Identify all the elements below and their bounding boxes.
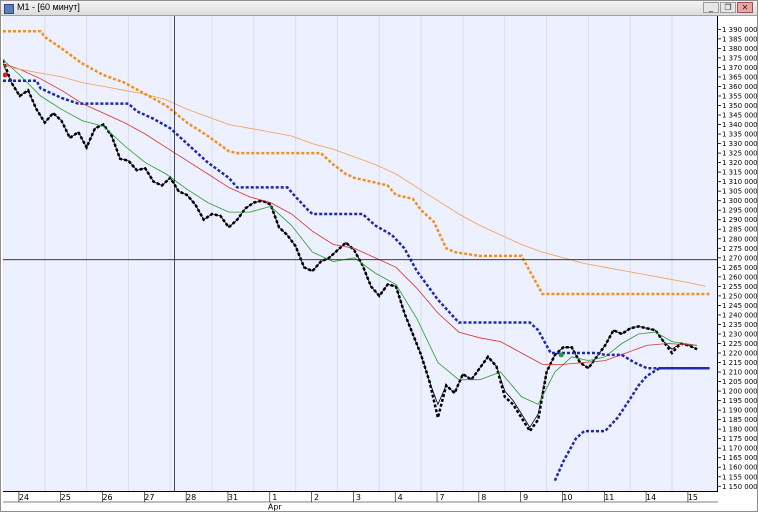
y-tick-label: 1 205 000	[722, 378, 757, 386]
x-tick-label: 7	[439, 493, 444, 502]
y-tick-label: 1 335 000	[722, 131, 757, 139]
close-button[interactable]: ✕	[737, 2, 753, 13]
x-tick-label: 31	[228, 493, 238, 502]
y-tick-label: 1 380 000	[722, 45, 757, 53]
y-tick-label: 1 230 000	[722, 330, 757, 338]
y-tick-label: 1 280 000	[722, 235, 757, 243]
x-month-label: Apr	[268, 503, 283, 512]
y-tick-label: 1 315 000	[722, 169, 757, 177]
y-tick-label: 1 160 000	[722, 464, 757, 472]
y-tick-label: 1 175 000	[722, 435, 757, 443]
y-tick-label: 1 375 000	[722, 54, 757, 62]
y-tick-label: 1 345 000	[722, 112, 757, 120]
y-tick-label: 1 235 000	[722, 321, 757, 329]
x-tick-label: 26	[102, 493, 112, 502]
series-line-5	[3, 29, 710, 296]
signal-marker-1	[558, 352, 564, 358]
x-tick-label: 24	[19, 493, 29, 502]
plot-area[interactable]	[3, 16, 718, 492]
window-title: M1 - [60 минут]	[17, 2, 80, 12]
chart-app-icon	[4, 4, 14, 14]
series-line-6	[3, 79, 710, 370]
y-tick-label: 1 390 000	[722, 26, 757, 34]
y-tick-label: 1 340 000	[722, 121, 757, 129]
y-tick-label: 1 330 000	[722, 140, 757, 148]
x-tick-label: 28	[186, 493, 196, 502]
y-tick-label: 1 300 000	[722, 197, 757, 205]
y-tick-label: 1 285 000	[722, 226, 757, 234]
restore-button[interactable]: ❐	[720, 2, 736, 13]
y-tick-label: 1 260 000	[722, 273, 757, 281]
y-tick-label: 1 215 000	[722, 359, 757, 367]
y-tick-label: 1 295 000	[722, 207, 757, 215]
y-tick-label: 1 310 000	[722, 178, 757, 186]
y-tick-label: 1 365 000	[722, 73, 757, 81]
x-tick-label: 1	[272, 493, 277, 502]
y-tick-label: 1 320 000	[722, 159, 757, 167]
y-tick-label: 1 185 000	[722, 416, 757, 424]
series-line-2	[3, 59, 698, 405]
x-tick-label: 9	[523, 493, 528, 502]
x-tick-label: 3	[356, 493, 361, 502]
signal-marker-0	[3, 72, 8, 78]
y-tick-label: 1 265 000	[722, 264, 757, 272]
x-axis-svg: 24 25 26 27 28 31 1 2 3 4 7 8 9 10 11 14 15 Apr	[3, 492, 718, 511]
y-tick-label: 1 350 000	[722, 102, 757, 110]
title-bar[interactable]: M1 - [60 минут] _ ❐ ✕	[1, 1, 757, 16]
plot-svg	[3, 16, 717, 491]
series-line-3	[3, 63, 698, 365]
y-tick-label: 1 305 000	[722, 188, 757, 196]
y-tick-label: 1 180 000	[722, 426, 757, 434]
y-tick-label: 1 385 000	[722, 35, 757, 43]
window-controls: _ ❐ ✕	[703, 2, 753, 13]
y-tick-label: 1 255 000	[722, 283, 757, 291]
y-tick-label: 1 190 000	[722, 407, 757, 415]
series-line-1	[3, 59, 698, 434]
y-tick-label: 1 225 000	[722, 340, 757, 348]
y-tick-label: 1 150 000	[722, 483, 757, 491]
y-tick-label: 1 195 000	[722, 397, 757, 405]
y-tick-label: 1 360 000	[722, 83, 757, 91]
x-tick-label: 10	[562, 493, 572, 502]
x-tick-label: 14	[646, 493, 656, 502]
axis-corner	[718, 492, 757, 511]
y-tick-label: 1 275 000	[722, 245, 757, 253]
y-tick-label: 1 250 000	[722, 292, 757, 300]
y-tick-label: 1 200 000	[722, 388, 757, 396]
x-tick-label: 15	[688, 493, 698, 502]
y-tick-label: 1 240 000	[722, 311, 757, 319]
y-tick-label: 1 270 000	[722, 254, 757, 262]
x-tick-label: 25	[61, 493, 71, 502]
x-tick-label: 8	[481, 493, 486, 502]
x-tick-label: 4	[398, 493, 403, 502]
x-tick-label: 11	[604, 493, 614, 502]
x-axis[interactable]: 24 25 26 27 28 31 1 2 3 4 7 8 9 10 11 14 15 Apr	[3, 492, 718, 511]
x-tick-label: 2	[314, 493, 319, 502]
y-tick-label: 1 210 000	[722, 369, 757, 377]
y-tick-label: 1 355 000	[722, 92, 757, 100]
y-axis[interactable]: 1 150 000 1 155 000 1 160 000 1 165 000 1 17…	[718, 16, 757, 492]
series-line-7	[553, 366, 710, 482]
y-tick-label: 1 155 000	[722, 473, 757, 481]
y-tick-label: 1 370 000	[722, 64, 757, 72]
x-tick-label: 27	[144, 493, 154, 502]
y-tick-label: 1 170 000	[722, 445, 757, 453]
minimize-button[interactable]: _	[703, 2, 719, 13]
series-line-4	[3, 65, 706, 287]
y-tick-label: 1 220 000	[722, 350, 757, 358]
y-tick-label: 1 325 000	[722, 150, 757, 158]
y-tick-label: 1 245 000	[722, 302, 757, 310]
series-line-0	[3, 63, 698, 429]
y-tick-label: 1 290 000	[722, 216, 757, 224]
y-tick-label: 1 165 000	[722, 454, 757, 462]
